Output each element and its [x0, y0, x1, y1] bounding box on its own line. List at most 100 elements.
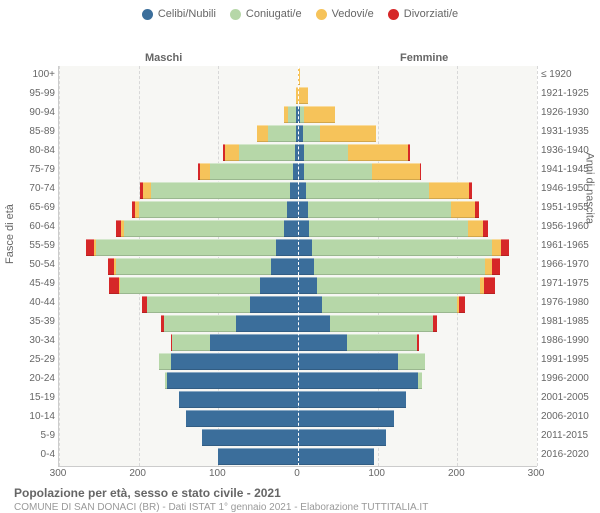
segment-s	[250, 296, 298, 313]
female-bar	[298, 258, 500, 273]
segment-s	[186, 410, 298, 427]
legend: Celibi/NubiliConiugati/eVedovi/eDivorzia…	[0, 0, 600, 24]
legend-item: Celibi/Nubili	[142, 8, 216, 20]
birth-label: 1941-1945	[537, 161, 589, 178]
birth-label: 1931-1935	[537, 123, 589, 140]
age-label: 20-24	[29, 370, 59, 387]
birth-label: 1971-1975	[537, 275, 589, 292]
segment-w	[429, 182, 469, 199]
legend-item: Coniugati/e	[230, 8, 302, 20]
segment-m	[159, 353, 170, 370]
age-label: 10-14	[29, 408, 59, 425]
segment-w	[372, 163, 420, 180]
segment-m	[210, 163, 294, 180]
segment-m	[139, 201, 286, 218]
segment-s	[298, 372, 418, 389]
segment-m	[317, 277, 480, 294]
segment-s	[298, 410, 394, 427]
segment-w	[304, 106, 334, 123]
segment-s	[298, 429, 386, 446]
segment-m	[124, 220, 283, 237]
age-label: 30-34	[29, 332, 59, 349]
segment-w	[320, 125, 376, 142]
female-bar	[298, 106, 335, 121]
segment-s	[236, 315, 298, 332]
center-line	[298, 66, 299, 466]
age-label: 95-99	[29, 85, 59, 102]
female-bar	[298, 277, 495, 292]
segment-s	[202, 429, 298, 446]
segment-d	[86, 239, 94, 256]
age-label: 45-49	[29, 275, 59, 292]
segment-s	[298, 296, 322, 313]
segment-w	[492, 239, 502, 256]
age-label: 80-84	[29, 142, 59, 159]
male-title: Maschi	[145, 52, 182, 64]
x-tick: 0	[294, 468, 300, 479]
age-label: 65-69	[29, 199, 59, 216]
female-bar	[298, 239, 509, 254]
segment-m	[172, 334, 210, 351]
x-axis-ticks: 3002001000100200300	[58, 468, 536, 482]
segment-m	[309, 220, 468, 237]
male-bar	[171, 334, 298, 349]
segment-s	[210, 334, 298, 351]
segment-s	[298, 239, 312, 256]
male-bar	[109, 277, 298, 292]
segment-m	[268, 125, 296, 142]
birth-label: 1981-1985	[537, 313, 589, 330]
female-bar	[298, 448, 374, 463]
legend-label: Coniugati/e	[246, 8, 302, 20]
female-bar	[298, 296, 465, 311]
birth-label: 1956-1960	[537, 218, 589, 235]
age-label: 75-79	[29, 161, 59, 178]
segment-w	[348, 144, 408, 161]
birth-label: 1926-1930	[537, 104, 589, 121]
segment-s	[171, 353, 298, 370]
segment-d	[109, 277, 119, 294]
segment-m	[398, 353, 426, 370]
legend-swatch	[316, 9, 327, 20]
birth-label: 2016-2020	[537, 446, 589, 463]
female-bar	[298, 163, 421, 178]
segment-s	[284, 220, 298, 237]
segment-m	[303, 125, 321, 142]
footer-subtitle: COMUNE DI SAN DONACI (BR) - Dati ISTAT 1…	[14, 502, 584, 513]
x-tick: 300	[50, 468, 67, 479]
birth-label: 1991-1995	[537, 351, 589, 368]
male-bar	[218, 448, 298, 463]
segment-s	[218, 448, 298, 465]
segment-d	[492, 258, 500, 275]
segment-m	[96, 239, 275, 256]
female-bar	[298, 429, 386, 444]
segment-s	[298, 277, 317, 294]
birth-label: 2011-2015	[537, 427, 588, 444]
segment-s	[298, 201, 308, 218]
x-tick: 200	[129, 468, 146, 479]
segment-m	[120, 277, 259, 294]
birth-label: 1936-1940	[537, 142, 589, 159]
male-bar	[161, 315, 298, 330]
female-bar	[298, 315, 437, 330]
male-bar	[284, 106, 298, 121]
segment-w	[451, 201, 475, 218]
segment-s	[298, 315, 330, 332]
birth-label: 1966-1970	[537, 256, 589, 273]
legend-swatch	[142, 9, 153, 20]
female-bar	[298, 125, 376, 140]
age-label: 15-19	[29, 389, 59, 406]
y-axis-title-left: Fasce di età	[4, 204, 16, 264]
segment-m	[151, 182, 290, 199]
segment-m	[304, 144, 348, 161]
segment-d	[417, 334, 419, 351]
age-label: 60-64	[29, 218, 59, 235]
segment-d	[408, 144, 410, 161]
x-tick: 300	[528, 468, 545, 479]
female-bar	[298, 182, 472, 197]
legend-swatch	[230, 9, 241, 20]
age-label: 25-29	[29, 351, 59, 368]
segment-s	[179, 391, 299, 408]
segment-s	[298, 182, 306, 199]
male-bar	[132, 201, 298, 216]
legend-item: Divorziati/e	[388, 8, 458, 20]
